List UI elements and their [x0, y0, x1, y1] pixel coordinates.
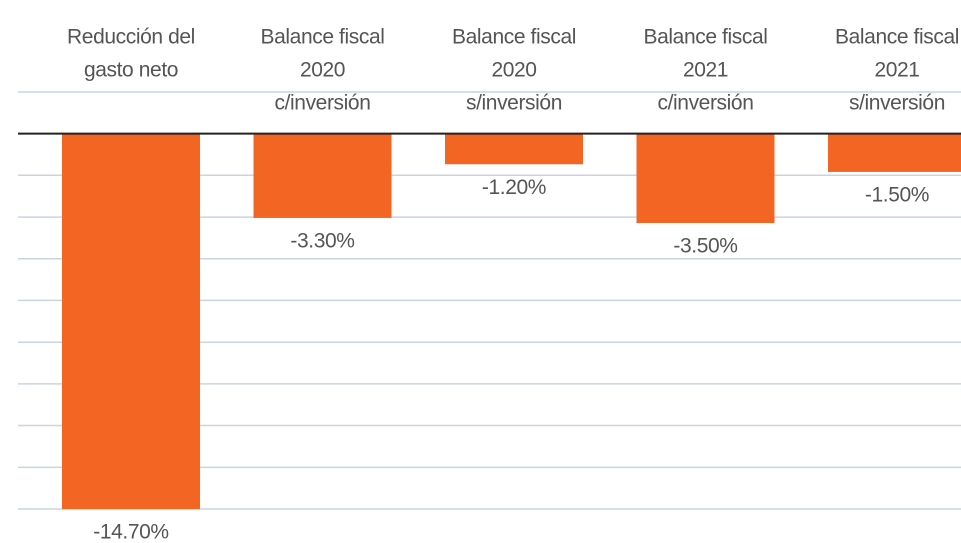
category-label: Balance fiscal [452, 26, 576, 49]
category-label: Balance fiscal [835, 26, 959, 49]
value-label: -3.30% [290, 229, 354, 252]
bar [253, 133, 392, 218]
value-label: -3.50% [673, 235, 737, 258]
bar [445, 133, 583, 165]
value-label: -1.50% [865, 183, 929, 206]
category-label: Balance fiscal [261, 26, 385, 49]
category-label: c/inversión [275, 92, 371, 115]
category-label: Reducción del [67, 26, 195, 49]
category-label: s/inversión [849, 92, 945, 115]
bar [828, 133, 961, 172]
value-label: -14.70% [93, 521, 168, 543]
category-label: Balance fiscal [644, 26, 768, 49]
category-label: 2021 [874, 59, 919, 82]
category-label: 2020 [300, 59, 345, 82]
bar [62, 133, 200, 509]
category-label: 2021 [683, 59, 728, 82]
value-label: -1.20% [482, 176, 546, 199]
category-label: c/inversión [658, 92, 754, 115]
category-label: s/inversión [466, 92, 562, 115]
bar [636, 133, 775, 223]
category-label: gasto neto [84, 59, 178, 82]
category-label: 2020 [491, 59, 536, 82]
